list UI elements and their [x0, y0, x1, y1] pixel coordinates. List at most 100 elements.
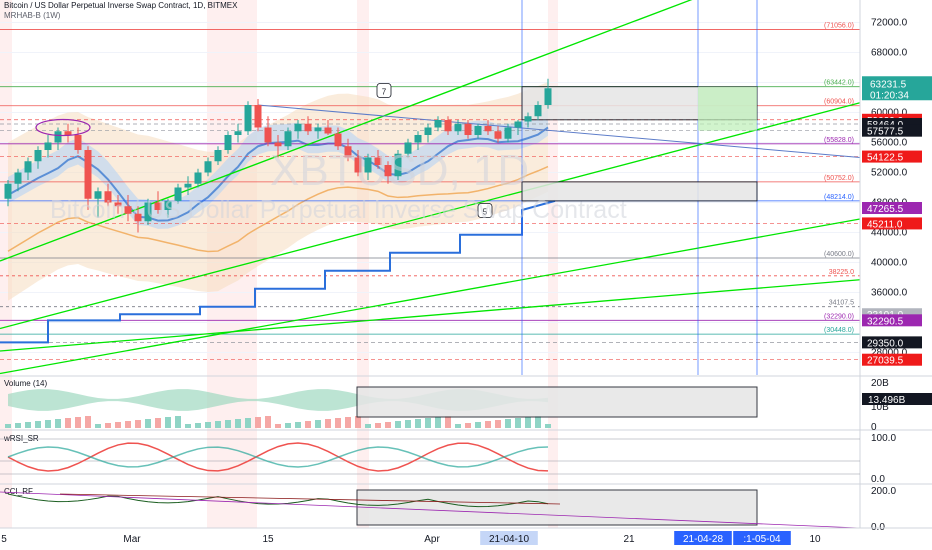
volume-bar [125, 421, 131, 428]
volume-bar [375, 423, 381, 428]
candle-body [4, 183, 12, 199]
time-tick-label: Apr [424, 534, 440, 545]
volume-bar [345, 417, 351, 428]
volume-bar [135, 420, 141, 428]
volume-bar [35, 421, 41, 428]
candle-body [494, 131, 502, 139]
volume-tick-label: 20B [871, 378, 889, 389]
candle-body [284, 131, 292, 147]
cci-trend-line [0, 491, 861, 529]
candle-body [244, 105, 252, 132]
price-tag [862, 124, 922, 137]
candle-body [454, 123, 462, 132]
wrsi-line [7, 442, 549, 472]
price-tag [862, 314, 922, 327]
time-tick-label: Mar [123, 534, 141, 545]
time-tick-label: 21-04-10 [489, 534, 529, 545]
candle-body [144, 202, 152, 222]
green-trendline [0, 102, 861, 330]
volume-bar [455, 424, 461, 428]
target-zone [698, 86, 757, 131]
volume-bar [245, 418, 251, 428]
price-tag [862, 118, 922, 131]
candle-body [264, 127, 272, 143]
level-label: (50752.0) [824, 175, 854, 182]
volume-bar [95, 424, 101, 428]
volume-bar [515, 418, 521, 428]
volume-bar [115, 422, 121, 428]
current-price-tag [862, 76, 932, 101]
candle-body [524, 116, 532, 122]
candle-body [314, 127, 322, 132]
volume-bar [155, 418, 161, 428]
candle-body [364, 157, 372, 173]
level-label: (71056.0) [824, 23, 854, 30]
candle-body [474, 126, 482, 135]
cci-tick-label: 200.0 [871, 486, 896, 497]
volume-bar [75, 417, 81, 428]
candle-body [344, 146, 352, 158]
candle-body [394, 153, 402, 177]
candle-body [544, 88, 552, 105]
candle-body [384, 165, 392, 177]
green-trendline [0, 218, 861, 375]
level-label: (48214.0) [824, 194, 854, 201]
time-tick-label: 21-04-28 [683, 534, 723, 545]
volume-bar [505, 419, 511, 428]
stepped-support-line [0, 199, 556, 344]
volume-bar [235, 419, 241, 428]
cci-pane-title: CCI_RF [4, 487, 33, 496]
candle-body [424, 127, 432, 135]
volume-bar [395, 421, 401, 428]
price-tag [862, 336, 922, 349]
volume-bar [65, 418, 71, 428]
cci-projection-box [356, 489, 758, 526]
volume-bar [145, 419, 151, 428]
volume-bar [475, 422, 481, 428]
price-tag-label: 57577.5 [867, 127, 904, 138]
volume-bar [365, 424, 371, 428]
price-tick-label: 40000.0 [871, 258, 908, 269]
volume-bar [205, 422, 211, 428]
volume-tag-label: 13.496B [868, 395, 906, 406]
volume-bar [535, 416, 541, 428]
volume-bar [255, 417, 261, 428]
volume-tick-label: 10B [871, 402, 889, 413]
candle-body [534, 105, 542, 117]
price-tag [862, 353, 922, 366]
candle-body [174, 187, 182, 201]
volume-bar [105, 423, 111, 428]
volume-bar [15, 423, 21, 428]
candle-body [234, 131, 242, 135]
volume-pane-title: Volume (14) [4, 379, 47, 388]
candle-body [44, 142, 52, 150]
time-tick-label: 10 [809, 534, 821, 545]
volume-tag [862, 393, 932, 405]
volume-bar [405, 420, 411, 428]
volume-bar [285, 423, 291, 428]
symbol-title: Bitcoin / US Dollar Perpetual Inverse Sw… [4, 1, 238, 10]
time-highlight [733, 531, 791, 545]
wave-label: 5 [483, 208, 488, 217]
candle-body [414, 135, 422, 143]
volume-bar [295, 422, 301, 428]
price-tag [862, 217, 922, 230]
candle-body [274, 142, 282, 147]
volume-bar [485, 421, 491, 428]
wrsi-tick-label: 0.0 [871, 474, 885, 485]
level-label: (40600.0) [824, 251, 854, 258]
candle-body [504, 127, 512, 139]
candle-body [34, 150, 42, 162]
volume-bar [445, 416, 451, 428]
candle-body [64, 131, 72, 135]
candle-body [204, 161, 212, 173]
volume-bar [55, 419, 61, 428]
volume-bar [275, 424, 281, 428]
volume-bar [85, 416, 91, 428]
candle-body [114, 202, 122, 207]
candle-body [54, 131, 62, 143]
level-label: (60904.0) [824, 99, 854, 106]
price-tag-label: 45211.0 [867, 219, 903, 230]
time-tick-label: 21 [623, 534, 635, 545]
